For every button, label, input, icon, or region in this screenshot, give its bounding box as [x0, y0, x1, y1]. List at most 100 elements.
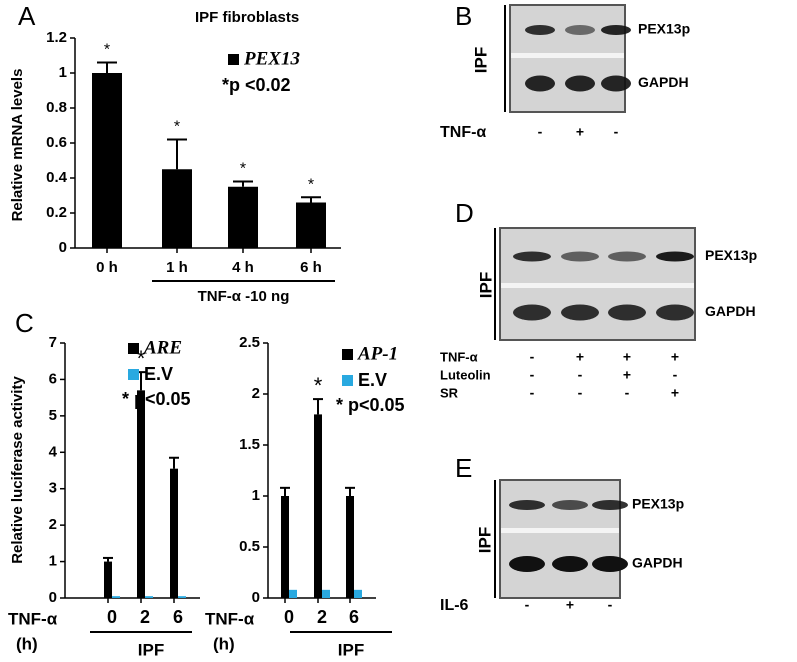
bar [322, 589, 330, 598]
x-tick-label: 0 h [96, 259, 118, 276]
side-label: IPF [476, 272, 495, 298]
blot-band [608, 304, 646, 321]
treatment-label: IL-6 [440, 597, 469, 614]
y-tick-label: 1.2 [46, 29, 67, 46]
bar [289, 589, 297, 598]
band-label: GAPDH [705, 303, 756, 319]
y-tick-label: 6 [49, 370, 57, 387]
band-label: PEX13p [705, 247, 757, 263]
bar [170, 468, 178, 598]
y-axis-label: Relative mRNA levels [9, 69, 26, 222]
legend-swatch [128, 343, 139, 354]
blot-band [561, 251, 599, 262]
bar [296, 202, 326, 248]
blot-separator [501, 528, 619, 533]
treatment-sign: + [576, 124, 584, 140]
x-tick-label: 6 h [300, 259, 322, 276]
legend-label: E.V [144, 364, 173, 384]
treatment-sign: - [608, 597, 613, 613]
y-tick-label: 0.8 [46, 99, 67, 116]
x-tick-label: 0 [284, 607, 294, 627]
legend-label: PEX13 [243, 48, 300, 69]
blot-band [601, 25, 631, 35]
y-tick-label: 7 [49, 334, 57, 351]
band-label: PEX13p [638, 21, 690, 37]
legend-label: E.V [358, 370, 387, 390]
treatment-sign: + [576, 349, 584, 365]
y-tick-label: 0 [59, 239, 67, 256]
group-label: IPF [138, 640, 164, 659]
legend-label: AP-1 [357, 343, 398, 364]
band-label: PEX13p [632, 496, 684, 512]
x-tick-label: 1 h [166, 259, 188, 276]
x-tick-label: 0 [107, 607, 117, 627]
treatment-sign: - [578, 367, 583, 383]
bar [346, 496, 354, 598]
bar [92, 73, 122, 248]
treatment-sign: - [625, 385, 630, 401]
y-tick-label: 4 [49, 443, 58, 460]
treatment-sign: - [530, 385, 535, 401]
blot-band [552, 500, 588, 510]
annotation: *p <0.02 [222, 75, 291, 95]
group-label: IPF [338, 640, 364, 659]
y-tick-label: 0 [252, 589, 260, 606]
blot-band [513, 251, 551, 262]
treatment-label: SR [440, 385, 459, 400]
bar [162, 169, 192, 248]
x-axis-label: TNF-α [8, 609, 58, 628]
y-tick-label: 1 [59, 64, 67, 81]
bar [228, 186, 258, 248]
side-label: IPF [471, 47, 490, 73]
blot-band [561, 304, 599, 321]
blot-band [656, 251, 694, 262]
x-axis-unit: (h) [16, 634, 38, 653]
blot-frame [499, 479, 621, 599]
y-tick-label: 3 [49, 480, 57, 497]
band-label: GAPDH [632, 555, 683, 571]
treatment-sign: + [671, 349, 679, 365]
y-tick-label: 0.6 [46, 134, 67, 151]
blot-separator [511, 53, 624, 58]
significance-marker: * [314, 373, 323, 398]
bar [145, 596, 153, 598]
treatment-sign: + [671, 385, 679, 401]
bar [314, 414, 322, 598]
blot-band [656, 304, 694, 321]
panel-letter: E [455, 453, 472, 483]
blot-band [601, 75, 631, 92]
blot-band [509, 556, 545, 572]
significance-marker: * [308, 176, 314, 193]
y-tick-label: 2 [49, 516, 57, 533]
group-label: TNF-α -10 ng [198, 288, 290, 305]
x-tick-label: 6 [349, 607, 359, 627]
blot-band [565, 75, 595, 92]
side-label: IPF [475, 527, 494, 553]
panel-letter: C [15, 308, 34, 338]
x-tick-label: 6 [173, 607, 183, 627]
significance-marker: * [104, 42, 110, 59]
blot-band [608, 251, 646, 262]
bar [112, 596, 120, 598]
y-tick-label: 2.5 [239, 334, 260, 351]
band-label: GAPDH [638, 74, 689, 90]
y-tick-label: 1.5 [239, 436, 260, 453]
treatment-sign: - [673, 367, 678, 383]
legend-swatch [342, 375, 353, 386]
blot-separator [501, 283, 694, 288]
legend-swatch [128, 369, 139, 380]
panel-letter: A [18, 1, 36, 31]
y-tick-label: 0 [49, 589, 57, 606]
treatment-sign: + [623, 367, 631, 383]
treatment-sign: - [614, 124, 619, 140]
blot-band [592, 556, 628, 572]
bar [137, 390, 145, 598]
y-tick-label: 0.5 [239, 538, 260, 555]
y-tick-label: 0.4 [46, 169, 68, 186]
y-axis-label: Relative luciferase activity [9, 376, 26, 564]
significance-marker: * [137, 346, 146, 371]
treatment-sign: - [538, 124, 543, 140]
treatment-sign: - [530, 349, 535, 365]
blot-band [552, 556, 588, 572]
x-tick-label: 2 [140, 607, 150, 627]
